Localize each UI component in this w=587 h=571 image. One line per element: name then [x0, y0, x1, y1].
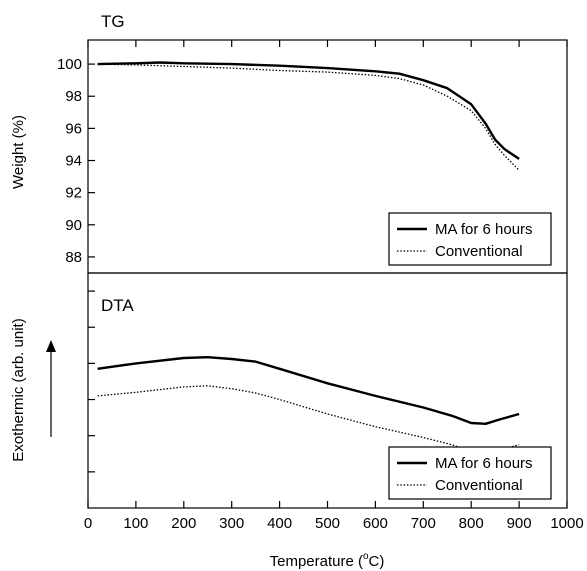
dta-line-ma-for-6-hours — [97, 356, 520, 425]
tg-y-tick-label: 98 — [65, 88, 82, 105]
tg-y-axis-label: Weight (%) — [10, 115, 27, 189]
x-axis-label: Temperature (oC) — [270, 551, 385, 570]
x-tick-label: 800 — [459, 515, 484, 532]
tg-line-conventional — [97, 63, 520, 171]
tg-y-tick-label: 92 — [65, 185, 82, 202]
dta-series-group — [97, 356, 520, 457]
tg-legend-label-conventional: Conventional — [435, 243, 523, 260]
tg-legend: MA for 6 hours Conventional — [388, 212, 552, 266]
x-tick-label: 600 — [363, 515, 388, 532]
dta-legend: MA for 6 hours Conventional — [388, 446, 552, 500]
x-tick-label: 300 — [219, 515, 244, 532]
dta-legend-box — [388, 446, 552, 500]
tg-y-tick-label: 88 — [65, 249, 82, 266]
x-axis-ticks: 0 100 200 300 400 500 600 700 800 900 1000 — [84, 40, 584, 532]
tg-y-tick-label: 100 — [57, 56, 82, 73]
tg-legend-label-ma: MA for 6 hours — [435, 221, 533, 238]
x-tick-label: 200 — [171, 515, 196, 532]
tg-y-tick-label: 90 — [65, 217, 82, 234]
x-axis-label-main: Temperature ( — [270, 553, 363, 570]
x-axis-label-tail: C) — [369, 553, 385, 570]
dta-line-conventional — [97, 385, 520, 457]
tg-y-ticks: 88 90 92 94 96 98 100 — [57, 56, 95, 266]
dta-y-ticks — [88, 290, 95, 473]
exothermic-arrow-icon — [46, 340, 56, 437]
dta-legend-label-ma: MA for 6 hours — [435, 455, 533, 472]
tg-legend-box — [388, 212, 552, 266]
tg-line-ma-for-6-hours — [97, 61, 520, 160]
x-tick-label: 500 — [315, 515, 340, 532]
dta-legend-label-conventional: Conventional — [435, 477, 523, 494]
x-tick-label: 400 — [267, 515, 292, 532]
tg-y-tick-label: 94 — [65, 153, 82, 170]
tg-panel-label: TG — [101, 12, 125, 31]
x-tick-label: 1000 — [550, 515, 583, 532]
tg-series-group — [97, 61, 520, 171]
dta-panel-label: DTA — [101, 296, 134, 315]
x-tick-label: 700 — [411, 515, 436, 532]
x-tick-label: 900 — [507, 515, 532, 532]
dta-y-axis-label: Exothermic (arb. unit) — [10, 318, 27, 461]
x-tick-label: 100 — [123, 515, 148, 532]
tg-y-tick-label: 96 — [65, 120, 82, 137]
x-tick-label: 0 — [84, 515, 92, 532]
x-axis-label-superscript: o — [363, 551, 369, 562]
